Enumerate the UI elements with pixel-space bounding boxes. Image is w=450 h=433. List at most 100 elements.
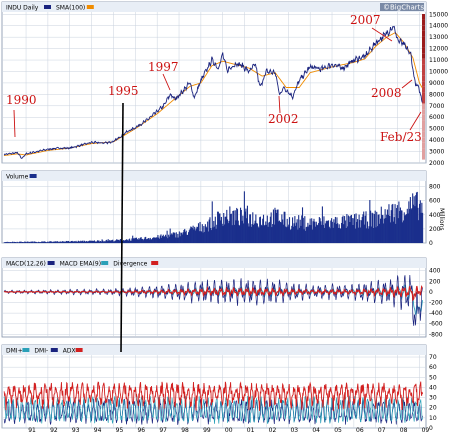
y-tick-label: 15000 xyxy=(429,11,448,18)
y-tick-label: 4000 xyxy=(429,137,444,144)
y-tick-label: 3000 xyxy=(429,149,444,156)
panel-header xyxy=(2,258,426,268)
y-tick-label: 2000 xyxy=(429,160,444,167)
legend-swatch xyxy=(47,261,55,265)
annotation-2008: 2008 xyxy=(371,86,402,100)
y-tick-label: 20 xyxy=(429,405,437,412)
legend-label: Divergence xyxy=(113,261,147,268)
y-tick-label: -400 xyxy=(429,310,443,317)
y-tick-label: 800 xyxy=(429,184,441,191)
series-dmi-minus xyxy=(3,398,423,425)
scale-segment xyxy=(422,126,425,132)
scale-segment xyxy=(422,109,425,115)
volume-bars xyxy=(3,191,424,243)
scale-segment xyxy=(422,58,425,65)
x-tick-label: 91 xyxy=(28,427,36,433)
y-tick-label: 50 xyxy=(429,374,437,381)
scale-segment xyxy=(422,137,425,143)
x-tick-label: 99 xyxy=(203,427,211,433)
legend-label: DMI+ xyxy=(6,348,23,355)
scale-segment xyxy=(422,114,425,121)
annotation-2002-arrow xyxy=(278,95,281,114)
x-tick-label: 93 xyxy=(72,427,80,433)
legend-swatch xyxy=(29,174,37,178)
x-tick-label: 00 xyxy=(225,427,233,433)
panel-header xyxy=(2,345,426,355)
x-tick-label: 95 xyxy=(116,427,124,433)
y-tick-label: 8000 xyxy=(429,91,444,98)
x-tick-label: 06 xyxy=(356,427,364,433)
price-scale-bar xyxy=(422,14,425,160)
legend-label: ADX xyxy=(63,348,76,355)
y-tick-label: 0 xyxy=(429,289,433,296)
x-tick-label: 07 xyxy=(378,427,386,433)
x-tick-label: 05 xyxy=(334,427,342,433)
panel-0: 2000 3000 4000 5000 6000 7000 8000 9000 10000 110… xyxy=(1,1,448,167)
brand-label: ©BigCharts xyxy=(383,4,424,12)
scale-segment xyxy=(422,142,425,149)
series-dmi-plus xyxy=(3,395,423,424)
y-tick-label: 600 xyxy=(429,198,441,205)
y-tick-label: 200 xyxy=(429,278,441,285)
annotation-2008-arrow xyxy=(401,79,413,89)
x-tick-label: 92 xyxy=(50,427,58,433)
y-tick-label: 200 xyxy=(429,226,441,233)
annotation-2002: 2002 xyxy=(268,112,299,126)
x-tick-label: 02 xyxy=(269,427,277,433)
scale-segment xyxy=(422,131,425,138)
annotation-1995: 1995 xyxy=(108,84,139,98)
series-indu-daily xyxy=(3,25,423,159)
y-tick-label: 70 xyxy=(429,354,437,361)
x-tick-label: 03 xyxy=(290,427,298,433)
panel-1: 0 200 400 600 800 Volume Millions xyxy=(1,170,445,247)
annotation-2007-arrow xyxy=(371,27,393,42)
scale-segment xyxy=(422,81,425,87)
legend-swatch xyxy=(75,348,83,352)
y-tick-label: 400 xyxy=(429,212,441,219)
x-tick-label: 96 xyxy=(137,427,145,433)
annotation-1997-arrow xyxy=(162,73,171,91)
y-tick-label: 14000 xyxy=(429,23,448,30)
scale-segment xyxy=(422,154,425,160)
y-tick-label: 10 xyxy=(429,415,437,422)
legend-swatch xyxy=(50,348,58,352)
legend-label: MACD EMA(9) xyxy=(60,261,101,268)
y-tick-label: 0 xyxy=(429,425,433,432)
x-tick-label: 01 xyxy=(247,427,255,433)
y-tick-label: 400 xyxy=(429,268,441,275)
scale-segment xyxy=(422,98,425,104)
scale-segment xyxy=(422,64,425,70)
marker-1995-line xyxy=(120,102,124,353)
y-tick-label: 7000 xyxy=(429,103,444,110)
legend-swatch xyxy=(101,261,109,265)
scale-segment xyxy=(422,14,425,20)
y-tick-label: 13000 xyxy=(429,34,448,41)
panel-2: -800 -600 -400 -200 0 200 400 MACD(12,26) MACD E… xyxy=(1,257,443,338)
legend-swatch xyxy=(151,261,159,265)
volume-unit-label: Millions xyxy=(438,208,445,230)
scale-segment xyxy=(422,148,425,154)
scale-segment xyxy=(422,36,425,42)
annotation-feb23-arrow xyxy=(409,111,422,131)
scale-segment xyxy=(422,42,425,48)
scale-segment xyxy=(422,92,425,98)
legend-label: Volume xyxy=(6,174,29,181)
legend-swatch xyxy=(22,348,30,352)
scale-segment xyxy=(422,86,425,93)
legend-label: DMI- xyxy=(34,348,48,355)
y-tick-label: 6000 xyxy=(429,114,444,121)
scale-segment xyxy=(422,19,425,26)
panel-frame xyxy=(1,1,427,164)
panel-header xyxy=(2,171,426,181)
series-adx xyxy=(3,381,423,412)
annotation-2007: 2007 xyxy=(350,13,381,27)
annotation-feb23: Feb/23 xyxy=(380,130,422,144)
x-tick-label: 94 xyxy=(94,427,102,433)
scale-segment xyxy=(422,53,425,59)
legend-swatch xyxy=(86,5,94,9)
series-divergence xyxy=(3,284,423,302)
x-axis: 91 92 93 94 95 96 97 98 99 00 01 02 03 04 05 06 07 08 09 xyxy=(28,427,429,433)
y-tick-label: 0 xyxy=(429,240,433,247)
scale-segment xyxy=(422,25,425,31)
